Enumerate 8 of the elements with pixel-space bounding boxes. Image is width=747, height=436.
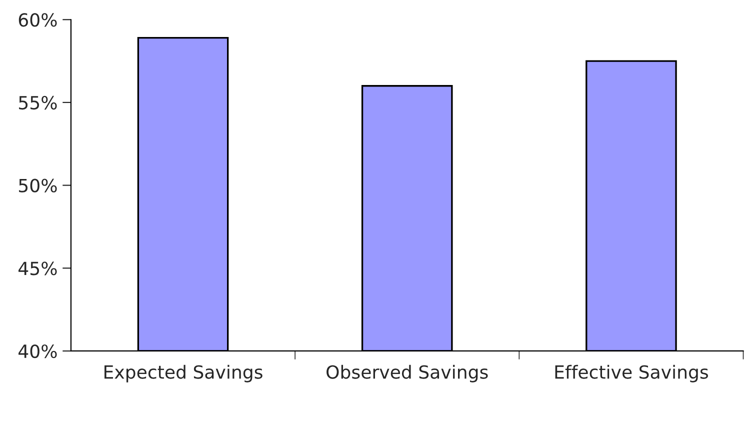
- y-tick-label: 50%: [19, 178, 57, 192]
- y-tick-label: 40%: [18, 344, 57, 358]
- y-tick-label: 55%: [19, 96, 57, 110]
- x-tick-label: Observed Savings: [326, 364, 488, 382]
- y-tick-label: 60%: [18, 13, 57, 27]
- x-tick-label: Effective Savings: [555, 364, 708, 382]
- x-tick-label: Expected Savings: [104, 364, 262, 382]
- y-tick-label: 45%: [18, 262, 57, 276]
